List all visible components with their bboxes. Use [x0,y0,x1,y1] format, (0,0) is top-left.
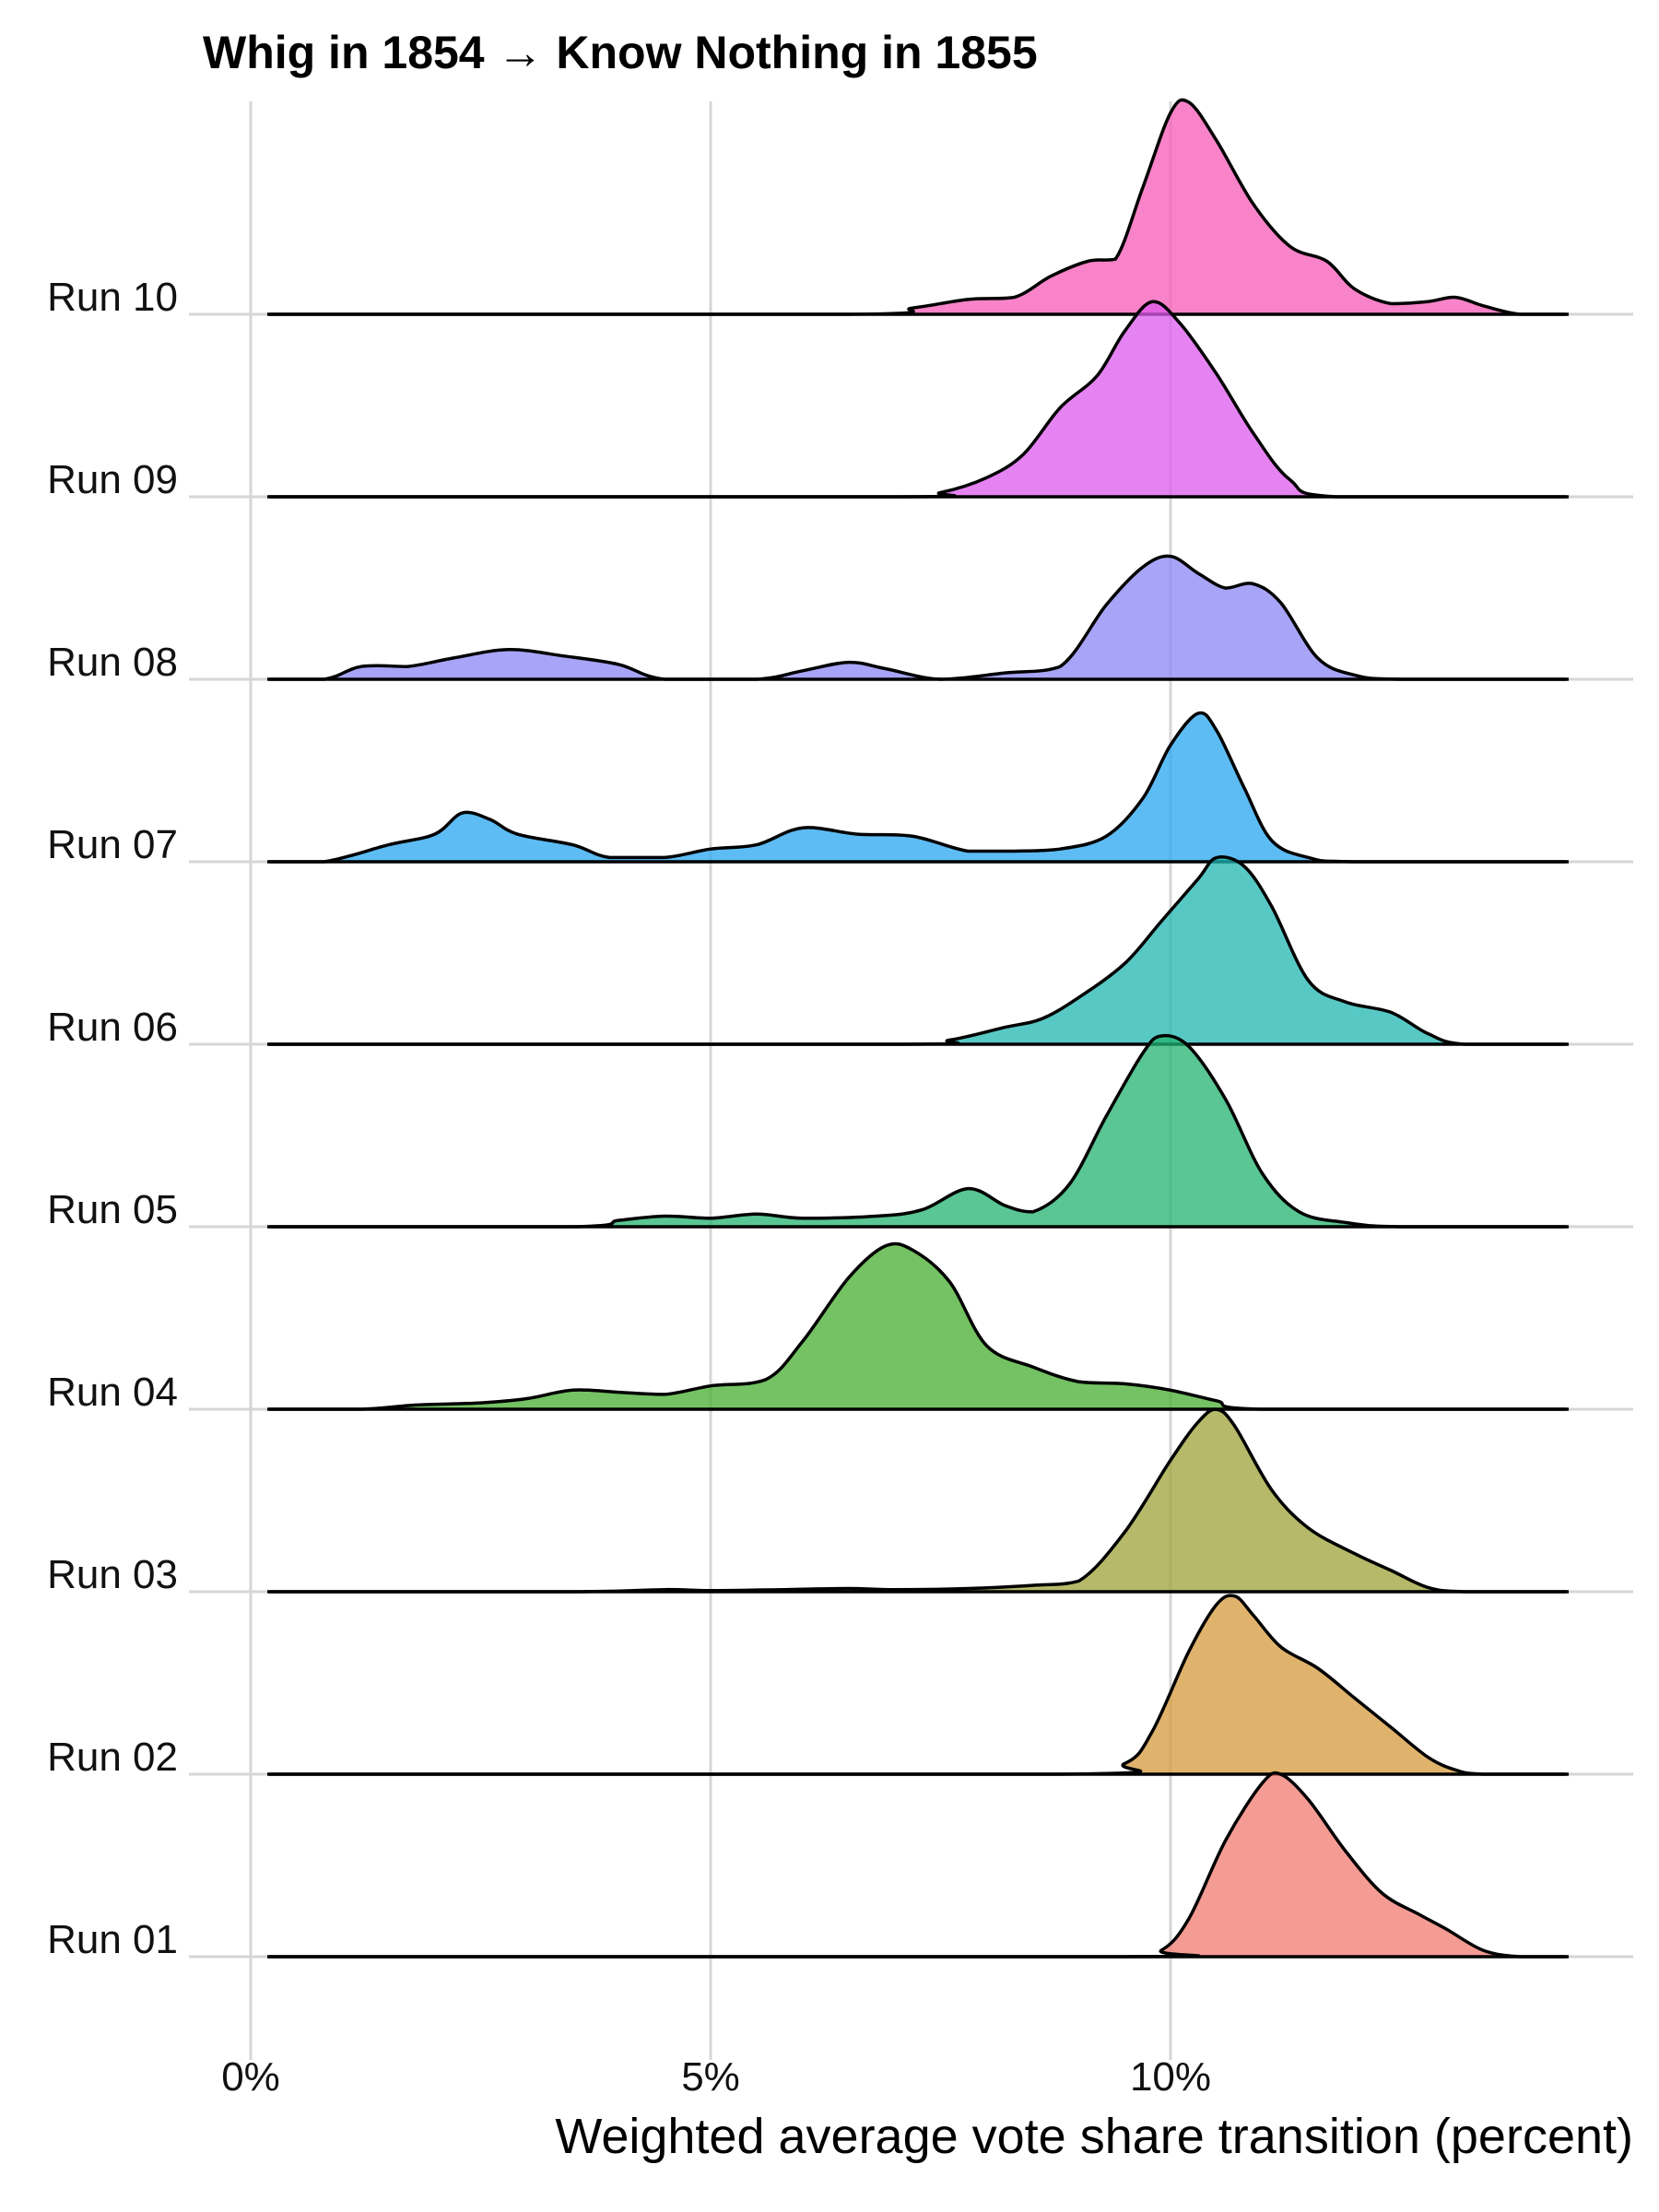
chart-title: Whig in 1854 → Know Nothing in 1855 [203,27,1038,78]
ridge-fill-run-06 [269,856,1567,1044]
ridge-outline-run-07 [269,711,1567,864]
ridge-fill-run-04 [269,1243,1567,1409]
ridge-outline-run-03 [269,1407,1567,1594]
ridge-fill-run-08 [269,556,1567,679]
ridge-outline-run-05 [269,1033,1567,1229]
ridge-fill-run-02 [269,1595,1567,1774]
ridge-outline-run-02 [269,1594,1567,1776]
ridge-outline-run-08 [269,554,1567,681]
y-label-run-05: Run 05 [47,1187,178,1232]
y-label-run-09: Run 09 [47,457,178,502]
ridge-outline-run-06 [269,855,1567,1046]
ridge-fill-run-03 [269,1409,1567,1592]
y-label-run-04: Run 04 [47,1370,178,1415]
ridge-outline-run-01 [269,1771,1567,1959]
ridge-fill-run-01 [269,1772,1567,1957]
y-label-run-06: Run 06 [47,1005,178,1050]
ridge-fill-run-10 [269,100,1567,314]
y-label-run-01: Run 01 [47,1917,178,1962]
y-label-run-08: Run 08 [47,640,178,685]
x-tick-label: 5% [681,2054,740,2100]
x-axis-title: Weighted average vote share transition (… [555,2109,1633,2164]
ridge-fill-run-05 [269,1035,1567,1227]
y-label-run-02: Run 02 [47,1735,178,1780]
y-label-run-07: Run 07 [47,822,178,867]
y-label-run-03: Run 03 [47,1552,178,1597]
x-tick-label: 0% [221,2054,280,2100]
y-axis-labels: Run 10 Run 09 Run 08 Run 07 Run 06 Run 05 Run … [47,275,178,1962]
ridge-fill-run-09 [269,301,1567,497]
ridge-fill-run-07 [269,712,1567,862]
x-axis-ticks: 0% 5% 10% [221,2054,1211,2100]
ridge-outline-run-04 [269,1241,1567,1411]
ridge-layer [267,98,1569,1959]
y-label-run-10: Run 10 [47,275,178,320]
x-tick-label: 10% [1130,2054,1211,2100]
ridge-outline-run-10 [268,98,1567,316]
ridge-outline-run-09 [268,300,1567,499]
